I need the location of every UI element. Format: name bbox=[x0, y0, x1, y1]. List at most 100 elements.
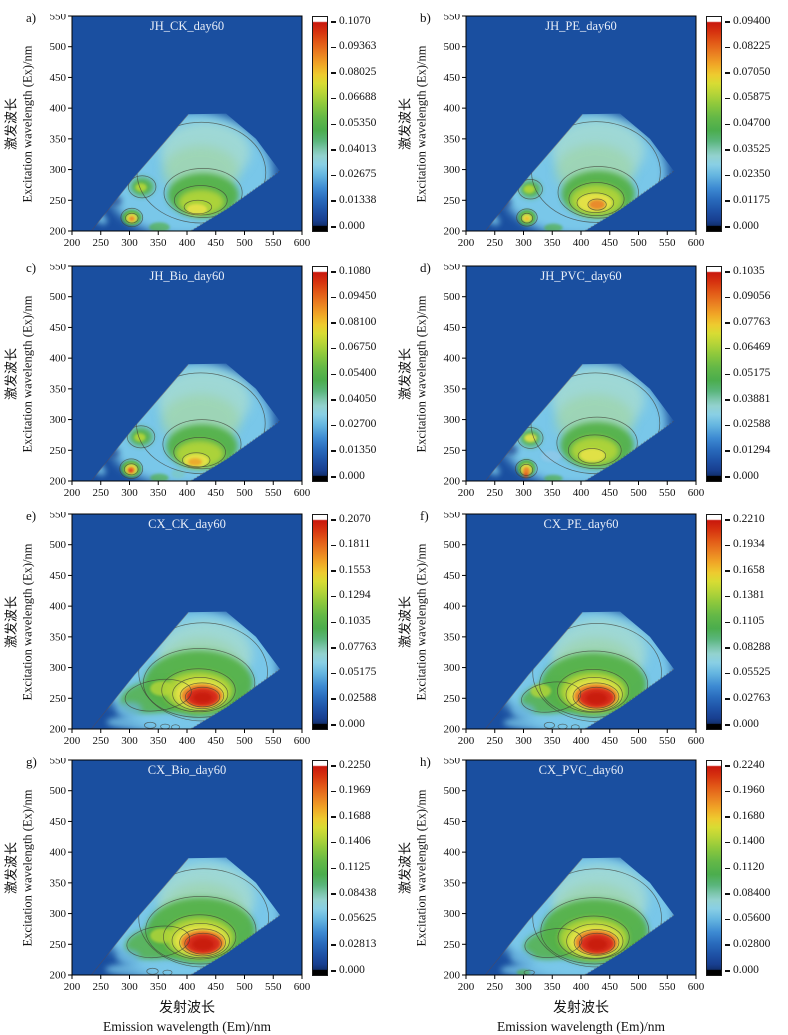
colorbar-labels: 0.2240 0.1960 0.1680 0.1400 0.1120 0.08400 0.0… bbox=[725, 759, 787, 976]
y-tick-label: 550 bbox=[444, 512, 461, 521]
colorbar-tick-label: 0.04700 bbox=[733, 117, 771, 129]
colorbar bbox=[706, 16, 722, 232]
x-tick-label: 600 bbox=[294, 981, 310, 993]
x-tick-label: 550 bbox=[265, 981, 282, 993]
colorbar-tick bbox=[331, 724, 336, 726]
colorbar-tick-label: 0.2070 bbox=[339, 512, 371, 525]
colorbar-labels: 0.2070 0.1811 0.1553 0.1294 0.1035 0.07763 0.0… bbox=[331, 512, 393, 730]
x-tick-label: 300 bbox=[515, 237, 532, 249]
x-axis-title: 发射波长 Emission wavelength (Em)/nm bbox=[103, 997, 271, 1035]
y-tick-label: 300 bbox=[444, 662, 461, 674]
colorbar-tick bbox=[725, 893, 730, 895]
y-tick-label: 500 bbox=[50, 785, 67, 797]
y-tick-label: 550 bbox=[444, 14, 461, 23]
eem-panel-d: d) 激发波长 Excitation wavelength (Ex)/nm 20… bbox=[394, 260, 788, 508]
eem-plot-svg: 200 250 300 350 400 450 500 550 600 550 500 450 400 3… bbox=[50, 261, 311, 500]
y-axis-title-en: Excitation wavelength (Ex)/nm bbox=[20, 543, 35, 701]
y-tick-label: 200 bbox=[50, 476, 67, 488]
colorbar-tick bbox=[725, 450, 730, 452]
y-tick-label: 200 bbox=[444, 226, 461, 238]
y-tick-label: 350 bbox=[444, 877, 461, 889]
y-tick-label: 500 bbox=[444, 291, 461, 303]
contour-plot: 200 250 300 350 400 450 500 550 600 550 500 450 400 3… bbox=[46, 261, 311, 502]
y-tick-label: 300 bbox=[444, 164, 461, 176]
y-tick-label: 400 bbox=[444, 601, 461, 613]
colorbar-tick bbox=[331, 271, 336, 273]
y-axis-title-zh: 激发波长 bbox=[3, 595, 19, 649]
colorbar-tick-label: 0.01350 bbox=[339, 443, 377, 456]
x-tick-label: 350 bbox=[544, 237, 561, 249]
y-tick-label: 400 bbox=[50, 847, 67, 859]
colorbar-tick bbox=[331, 322, 336, 324]
colorbar-tick-label: 0.000 bbox=[733, 717, 759, 730]
x-tick-label: 550 bbox=[265, 735, 282, 747]
y-tick-label: 300 bbox=[50, 414, 67, 426]
x-tick-label: 450 bbox=[602, 487, 619, 499]
colorbar-tick-label: 0.02350 bbox=[733, 168, 771, 181]
contour-plot: 200 250 300 350 400 450 500 550 600 550 500 450 400 3… bbox=[46, 509, 311, 750]
panel-letter: g) bbox=[26, 754, 37, 769]
colorbar-tick-label: 0.1680 bbox=[733, 809, 765, 822]
colorbar-tick-label: 0.05175 bbox=[733, 367, 771, 379]
colorbar-tick bbox=[725, 97, 730, 100]
x-tick-label: 350 bbox=[150, 735, 167, 747]
y-axis-title-zh: 激发波长 bbox=[3, 347, 19, 401]
colorbar-tick-label: 0.02700 bbox=[339, 418, 377, 431]
contour-plot: 200 250 300 350 400 450 500 550 600 550 500 450 400 3… bbox=[46, 11, 311, 252]
y-tick-label: 200 bbox=[444, 970, 461, 982]
x-tick-label: 500 bbox=[236, 735, 253, 747]
x-tick-label: 200 bbox=[458, 735, 475, 747]
colorbar-tick-label: 0.05350 bbox=[339, 117, 377, 129]
x-tick-label: 450 bbox=[208, 487, 225, 499]
colorbar-tick-label: 0.04013 bbox=[339, 142, 377, 155]
colorbar-tick bbox=[331, 476, 336, 478]
colorbar-tick bbox=[725, 519, 730, 521]
colorbar-labels: 0.1080 0.09450 0.08100 0.06750 0.05400 0.0405… bbox=[331, 265, 393, 482]
colorbar-tick bbox=[331, 841, 336, 844]
eem-plot-svg: 200 250 300 350 400 450 500 550 600 550 500 450 400 3… bbox=[444, 11, 705, 250]
contour-plot: 200 250 300 350 400 450 500 550 600 550 500 450 400 3… bbox=[46, 755, 311, 996]
x-tick-label: 550 bbox=[659, 981, 676, 993]
x-tick-label: 200 bbox=[64, 735, 81, 747]
eem-plot-svg: 200 250 300 350 400 450 500 550 600 550 500 450 400 3… bbox=[444, 755, 705, 994]
x-tick-label: 200 bbox=[458, 237, 475, 249]
eem-plot-svg: 200 250 300 350 400 450 500 550 600 550 500 450 400 3… bbox=[50, 509, 311, 748]
eem-panel-a: a) 激发波长 Excitation wavelength (Ex)/nm 20… bbox=[0, 10, 394, 260]
colorbar-tick-label: 0.01338 bbox=[339, 193, 377, 206]
colorbar bbox=[312, 514, 328, 730]
y-tick-label: 450 bbox=[50, 570, 67, 582]
colorbar-tick bbox=[331, 226, 336, 228]
y-tick-label: 200 bbox=[50, 724, 67, 736]
contour-plot: 200 250 300 350 400 450 500 550 600 550 500 450 400 3… bbox=[440, 261, 705, 502]
x-tick-label: 400 bbox=[179, 981, 196, 993]
colorbar-tick bbox=[725, 595, 730, 598]
colorbar-tick-label: 0.000 bbox=[733, 963, 759, 976]
y-tick-label: 350 bbox=[50, 877, 67, 889]
y-tick-label: 550 bbox=[50, 512, 67, 521]
y-tick-label: 300 bbox=[50, 908, 67, 920]
x-axis-title-en: Emission wavelength (Em)/nm bbox=[103, 1019, 271, 1034]
colorbar-tick bbox=[331, 97, 336, 100]
x-tick-label: 450 bbox=[208, 237, 225, 249]
y-tick-label: 450 bbox=[444, 72, 461, 84]
colorbar-tick-label: 0.1811 bbox=[339, 538, 371, 551]
colorbar-tick-label: 0.01175 bbox=[733, 193, 770, 206]
y-tick-label: 250 bbox=[444, 445, 461, 457]
y-tick-label: 250 bbox=[444, 693, 461, 705]
colorbar-tick-label: 0.000 bbox=[339, 963, 365, 976]
colorbar-tick-label: 0.08400 bbox=[733, 886, 771, 899]
y-axis-title-en: Excitation wavelength (Ex)/nm bbox=[414, 295, 429, 453]
x-tick-label: 350 bbox=[150, 981, 167, 993]
x-tick-label: 450 bbox=[602, 981, 619, 993]
colorbar-tick bbox=[725, 123, 730, 125]
colorbar bbox=[706, 266, 722, 482]
colorbar-tick bbox=[725, 918, 730, 921]
y-tick-label: 300 bbox=[50, 164, 67, 176]
eem-panel-b: b) 激发波长 Excitation wavelength (Ex)/nm 20… bbox=[394, 10, 788, 260]
eem-panel-e: e) 激发波长 Excitation wavelength (Ex)/nm 20… bbox=[0, 508, 394, 754]
colorbar-tick bbox=[331, 621, 336, 623]
x-tick-label: 350 bbox=[544, 487, 561, 499]
colorbar-tick bbox=[331, 347, 336, 350]
colorbar-tick-label: 0.000 bbox=[733, 219, 759, 232]
x-tick-label: 250 bbox=[487, 981, 504, 993]
